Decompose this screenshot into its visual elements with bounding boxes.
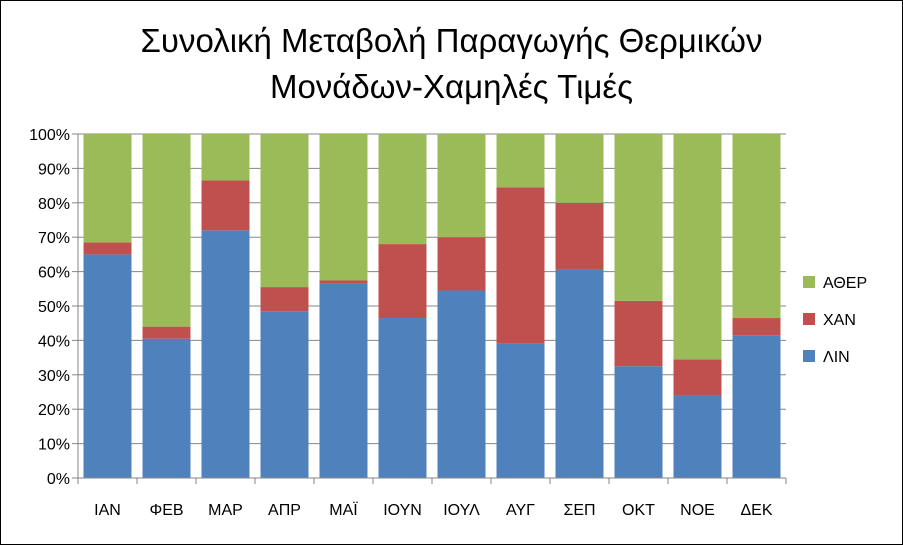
- bar-segment: [201, 134, 250, 181]
- x-tick-label: ΟΚΤ: [622, 502, 655, 519]
- y-tick-label: 100%: [29, 127, 70, 144]
- legend-swatch: [803, 350, 815, 362]
- chart-title-line-2: Μονάδων-Χαμηλές Τιμές: [269, 68, 634, 105]
- y-tick-label: 40%: [38, 333, 70, 350]
- bar-segment: [732, 335, 781, 478]
- bar-segment: [732, 318, 781, 336]
- x-tick-labels: ΙΑΝ ΦΕΒ ΜΑΡ ΑΠΡ ΜΑΪ ΙΟΥΝ ΙΟΥΛ ΑΥΓ ΣΕΠ ΟΚΤ ΝΟΕ ΔΕΚ: [94, 501, 773, 519]
- bar-segment: [437, 290, 486, 478]
- x-tick-label: ΔΕΚ: [740, 502, 772, 519]
- bar-segment: [555, 202, 604, 270]
- bar-segment: [496, 343, 545, 478]
- bar-segment: [260, 287, 309, 312]
- bar-segment: [378, 134, 427, 245]
- bar-segment: [378, 318, 427, 478]
- legend-label: ΛΙΝ: [823, 349, 850, 366]
- legend-label: ΧΑΝ: [823, 312, 856, 329]
- axes: [72, 133, 787, 484]
- bar-segment: [260, 134, 309, 288]
- bar-segment: [142, 338, 191, 478]
- y-tick-label: 70%: [38, 230, 70, 247]
- x-tick-label: ΙΑΝ: [94, 502, 121, 519]
- bar-segment: [732, 134, 781, 319]
- bar-segment: [83, 242, 132, 255]
- bar-segment: [555, 134, 604, 203]
- bar-segment: [614, 366, 663, 478]
- y-tick-label: 10%: [38, 437, 70, 454]
- y-tick-label: 50%: [38, 299, 70, 316]
- bar-segment: [614, 134, 663, 301]
- y-tick-label: 30%: [38, 368, 70, 385]
- x-tick-label: ΙΟΥΝ: [383, 502, 422, 519]
- bar-segment: [496, 134, 545, 188]
- bar-segment: [496, 187, 545, 344]
- bar-segment: [437, 134, 486, 238]
- chart-title: Συνολική Μεταβολή Παραγωγής Θερμικών Μον…: [0, 18, 903, 110]
- bar-segment: [142, 326, 191, 339]
- bar-segment: [319, 280, 368, 284]
- bar-segment: [437, 237, 486, 291]
- bar-segment: [673, 359, 722, 396]
- bars: [83, 134, 781, 478]
- y-tick-label: 90%: [38, 161, 70, 178]
- bar-segment: [201, 180, 250, 231]
- x-tick-label: ΙΟΥΛ: [443, 502, 480, 519]
- bar-segment: [319, 134, 368, 281]
- bar-segment: [142, 134, 191, 327]
- bar-segment: [83, 134, 132, 243]
- bar-segment: [673, 134, 722, 360]
- y-tick-label: 0%: [47, 471, 70, 488]
- x-tick-label: ΜΑΡ: [208, 502, 243, 519]
- chart-title-line-1: Συνολική Μεταβολή Παραγωγής Θερμικών: [140, 22, 763, 59]
- x-tick-label: ΑΠΡ: [268, 502, 301, 519]
- y-tick-label: 80%: [38, 196, 70, 213]
- bar-segment: [614, 300, 663, 367]
- bar-segment: [83, 254, 132, 478]
- y-tick-labels: 0% 10% 20% 30% 40% 50% 60% 70% 80% 90% 100%: [29, 127, 70, 488]
- x-tick-label: ΜΑΪ: [329, 501, 358, 519]
- legend: ΑΘΕΡ ΧΑΝ ΛΙΝ: [803, 275, 867, 366]
- legend-swatch: [803, 313, 815, 325]
- y-tick-label: 60%: [38, 265, 70, 282]
- bar-segment: [673, 395, 722, 478]
- bar-segment: [378, 244, 427, 319]
- x-tick-label: ΝΟΕ: [680, 502, 715, 519]
- bar-segment: [319, 283, 368, 478]
- bar-segment: [555, 269, 604, 478]
- bar-segment: [260, 311, 309, 478]
- x-tick-label: ΑΥΓ: [506, 502, 535, 519]
- legend-label: ΑΘΕΡ: [823, 275, 867, 292]
- x-tick-label: ΦΕΒ: [149, 502, 183, 519]
- y-tick-label: 20%: [38, 402, 70, 419]
- legend-swatch: [803, 276, 815, 288]
- x-tick-label: ΣΕΠ: [563, 502, 595, 519]
- bar-segment: [201, 230, 250, 478]
